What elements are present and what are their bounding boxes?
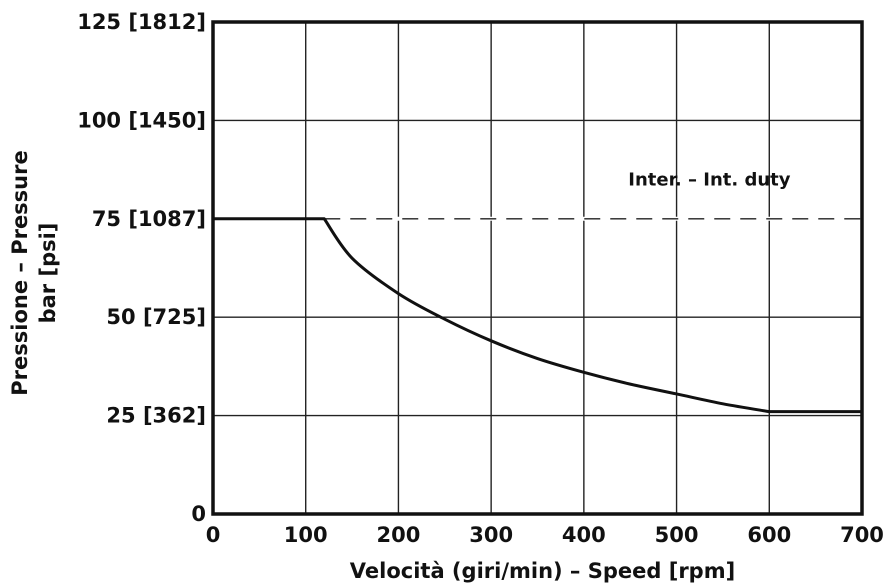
y-tick-label: 0 [191, 502, 206, 526]
x-tick-label: 100 [284, 523, 328, 547]
y-tick-label: 50 [725] [106, 305, 206, 329]
annotation-label: Inter. – Int. duty [628, 169, 791, 190]
y-tick-label: 25 [362] [106, 404, 206, 428]
x-tick-labels: 0 100 200 300 400 500 600 700 [206, 523, 884, 547]
y-tick-label: 125 [1812] [77, 10, 206, 34]
y-axis-title: Pressione – Pressure bar [psi] [8, 150, 60, 395]
y-tick-label: 75 [1087] [92, 207, 206, 231]
x-tick-label: 200 [377, 523, 421, 547]
annotations: Inter. – Int. duty [628, 169, 791, 190]
grid [213, 22, 862, 514]
y-tick-label: 100 [1450] [77, 108, 206, 132]
x-tick-label: 600 [747, 523, 791, 547]
series [213, 217, 862, 414]
x-axis-title: Velocità (giri/min) – Speed [rpm] [350, 559, 735, 583]
x-tick-label: 0 [206, 523, 221, 547]
x-tick-label: 400 [562, 523, 606, 547]
y-axis-title-line2: bar [psi] [36, 223, 60, 324]
x-tick-label: 500 [655, 523, 699, 547]
x-tick-label: 700 [840, 523, 884, 547]
y-axis-title-line1: Pressione – Pressure [8, 150, 32, 395]
plot-frame [211, 20, 864, 516]
series-line [213, 217, 862, 414]
y-tick-labels: 0 25 [362] 50 [725] 75 [1087] 100 [1450] 125 … [77, 10, 206, 526]
x-tick-label: 300 [469, 523, 513, 547]
